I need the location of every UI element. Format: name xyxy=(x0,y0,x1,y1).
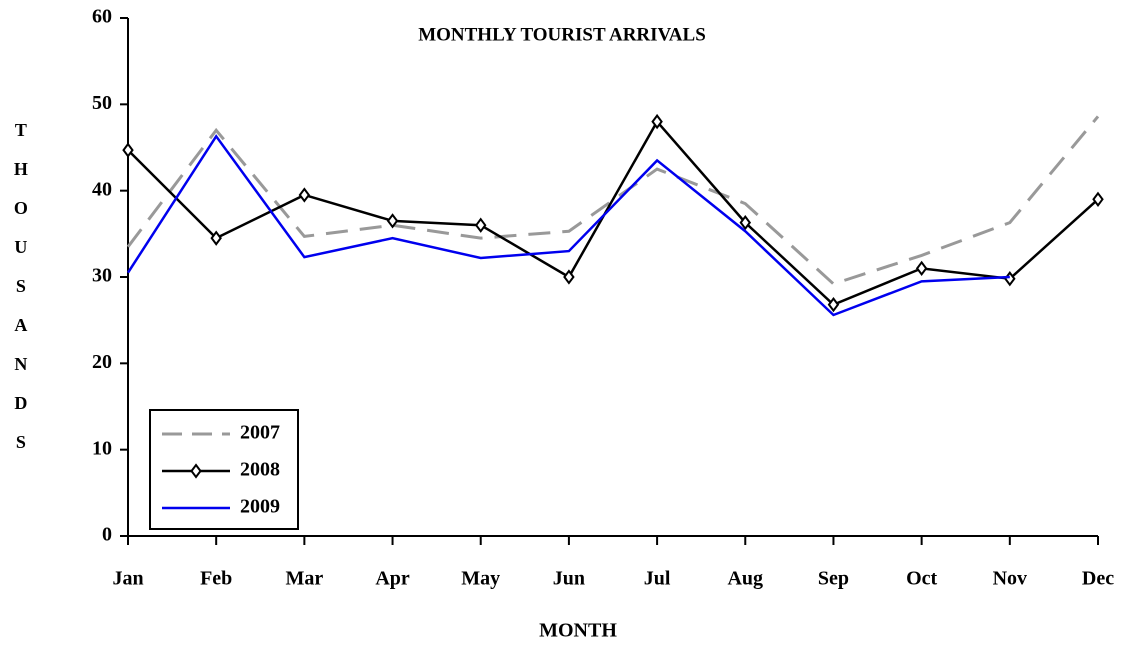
series-line xyxy=(126,134,1010,317)
x-tick-label: Jan xyxy=(112,568,143,590)
marker xyxy=(915,260,928,277)
x-tick-label: Jul xyxy=(644,568,671,590)
marker xyxy=(739,214,752,231)
x-tick-label: Oct xyxy=(906,568,937,590)
series-line xyxy=(127,119,1099,307)
marker xyxy=(1092,191,1104,207)
marker xyxy=(386,213,399,229)
y-tick-label: 50 xyxy=(92,92,112,114)
x-tick-label: Mar xyxy=(285,568,323,590)
legend: 2007 2008 2009 xyxy=(149,409,299,530)
marker xyxy=(563,269,575,285)
x-tick-label: Apr xyxy=(375,568,410,590)
y-tick-label: 60 xyxy=(92,6,112,28)
x-tick-label: Dec xyxy=(1082,568,1114,590)
x-tick-label: Sep xyxy=(818,568,849,590)
y-tick-label: 10 xyxy=(92,437,112,459)
legend-label: 2008 xyxy=(240,459,280,481)
x-tick-label: Nov xyxy=(993,568,1027,590)
chart-title: MONTHLY TOURIST ARRIVALS xyxy=(418,24,706,45)
legend-label: 2009 xyxy=(240,496,280,518)
x-tick-label: Jun xyxy=(553,568,585,590)
marker xyxy=(122,142,134,158)
y-tick-label: 0 xyxy=(102,524,112,546)
legend-marker xyxy=(190,463,202,479)
marker xyxy=(474,217,487,233)
x-tick-label: Feb xyxy=(200,568,232,590)
y-axis-label: THOUSANDS xyxy=(11,120,31,471)
marker xyxy=(298,187,311,203)
legend-label: 2007 xyxy=(240,422,280,444)
y-tick-label: 30 xyxy=(92,265,112,287)
x-axis-label: MONTH xyxy=(539,620,617,642)
marker xyxy=(210,230,222,246)
y-tick-label: 20 xyxy=(92,351,112,373)
marker xyxy=(651,113,663,130)
marker xyxy=(827,296,840,313)
y-tick-label: 40 xyxy=(92,178,112,200)
x-tick-label: Aug xyxy=(727,568,763,590)
x-tick-label: May xyxy=(461,568,500,590)
